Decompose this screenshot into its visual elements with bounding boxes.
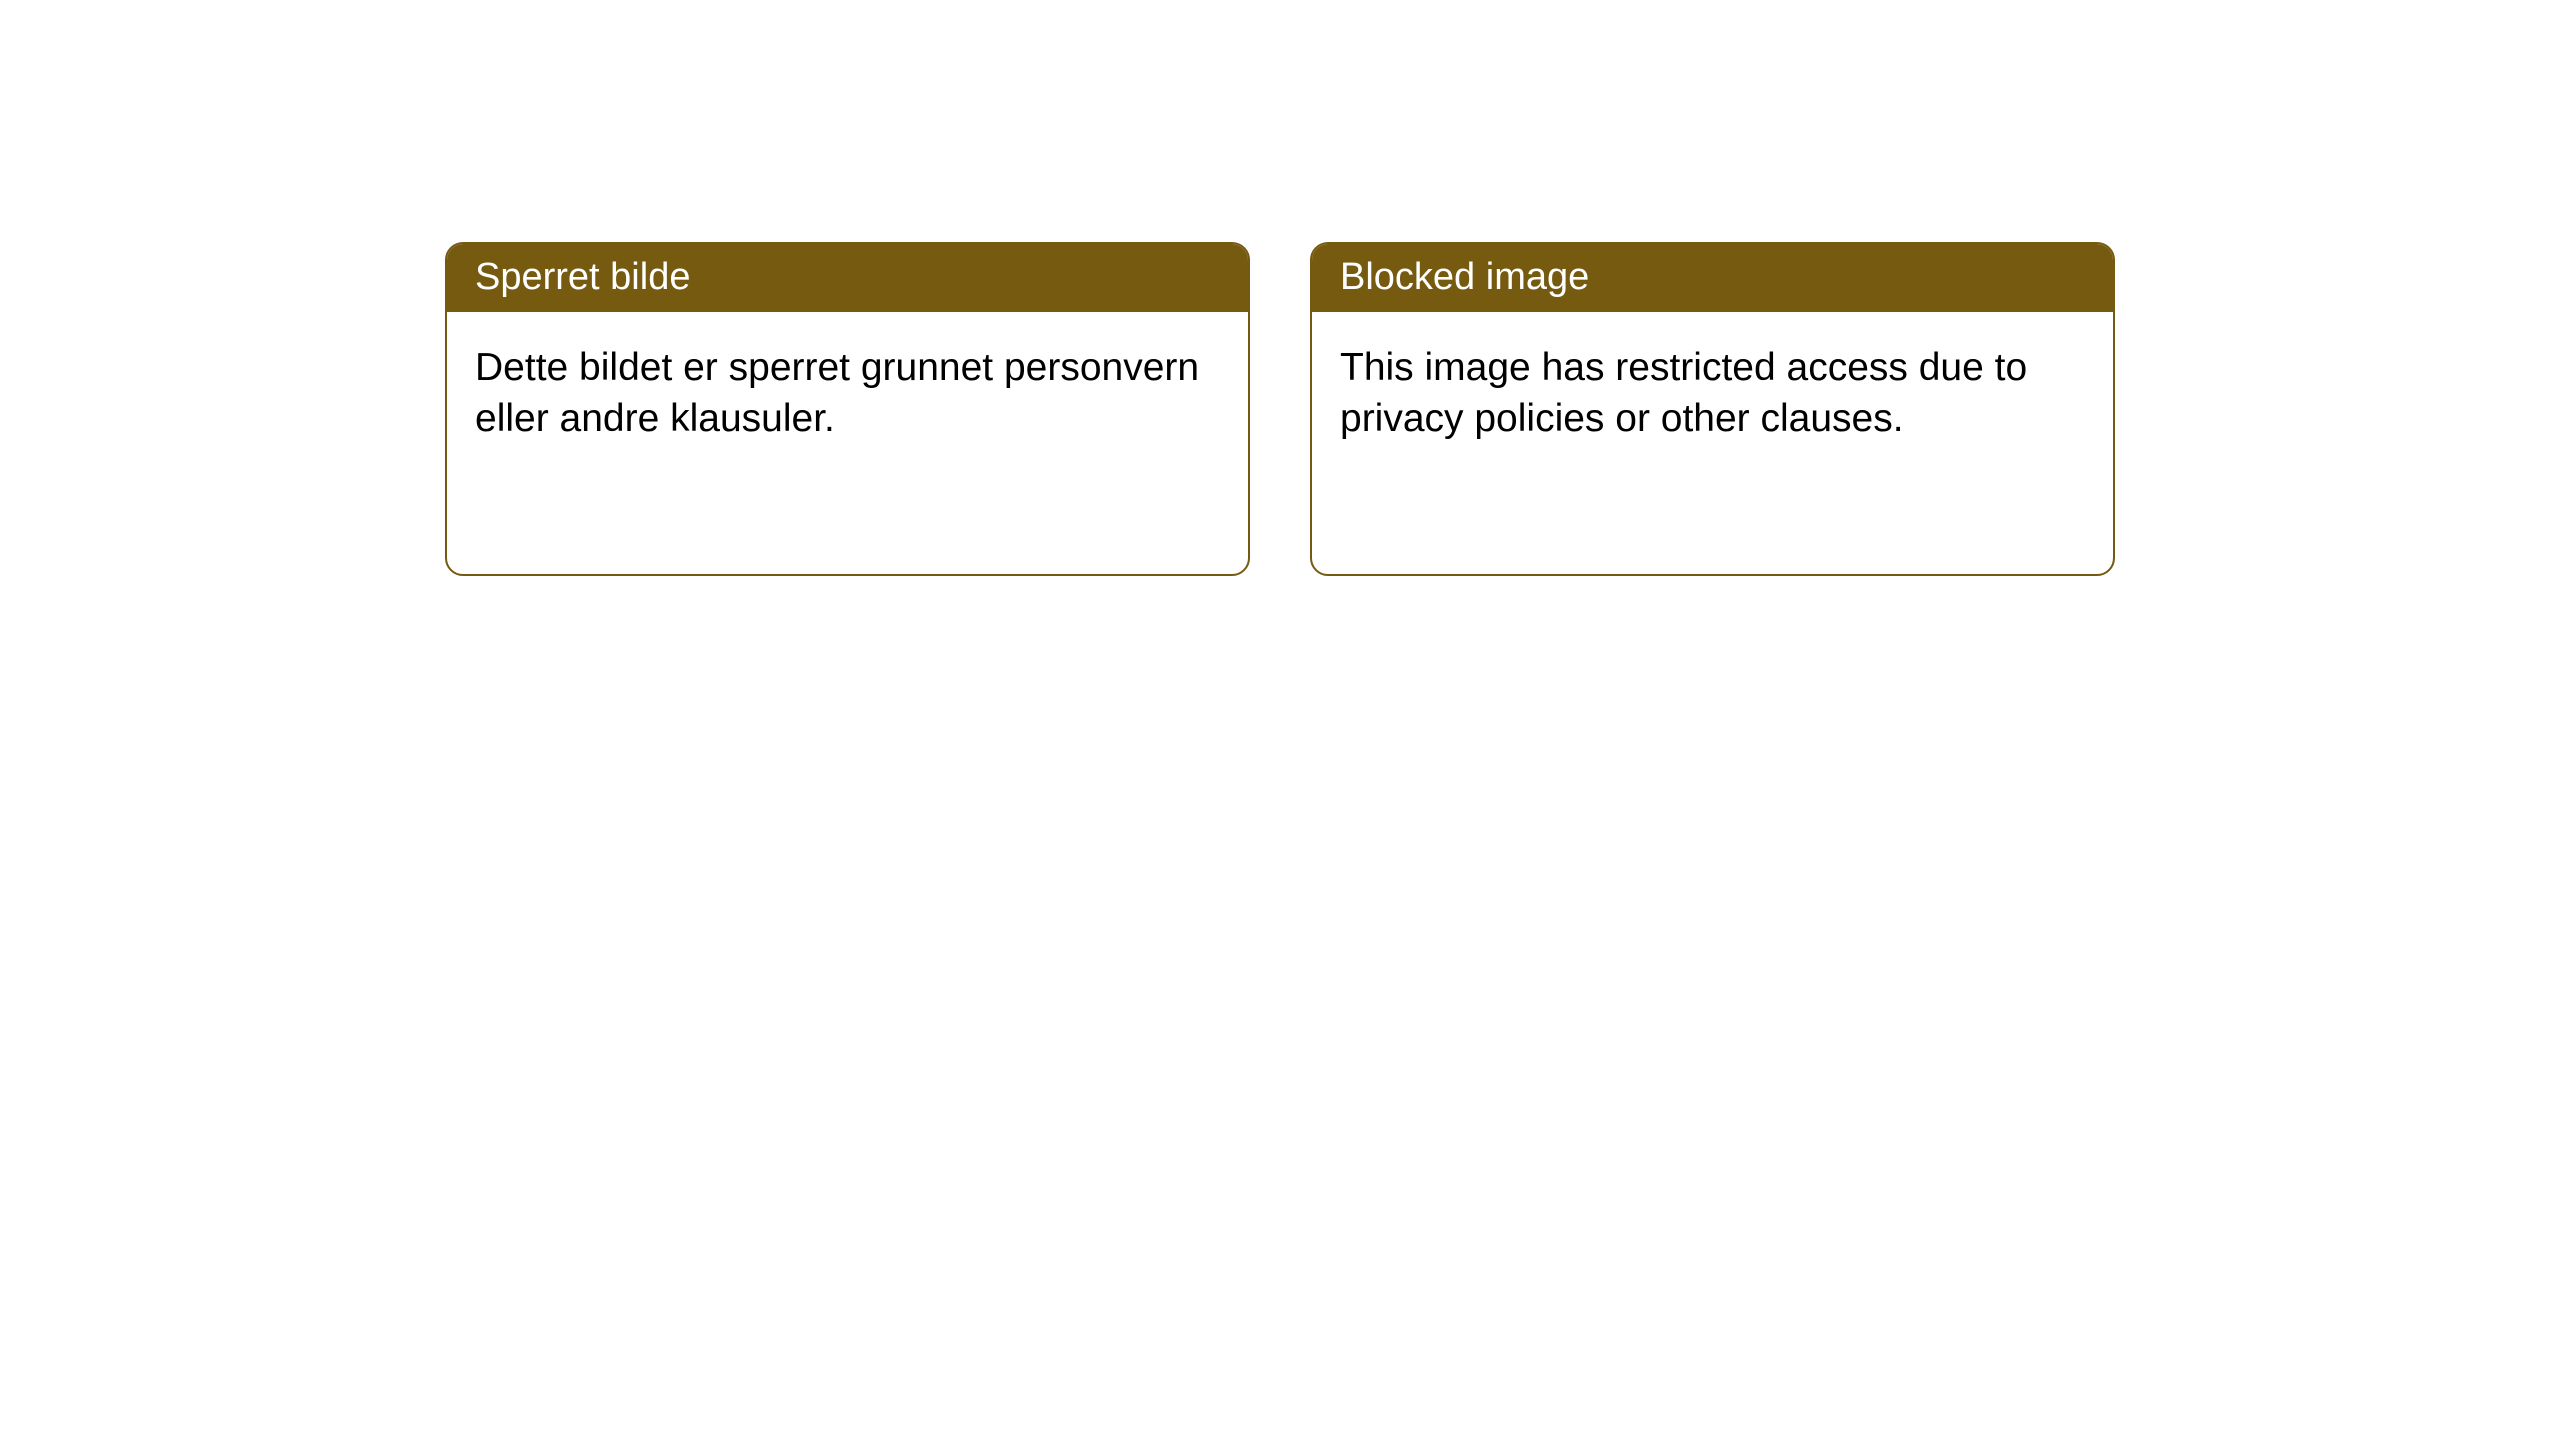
blocked-image-card-en: Blocked image This image has restricted … bbox=[1310, 242, 2115, 576]
card-body: Dette bildet er sperret grunnet personve… bbox=[447, 312, 1248, 574]
card-header: Blocked image bbox=[1312, 244, 2113, 312]
card-header: Sperret bilde bbox=[447, 244, 1248, 312]
card-title: Sperret bilde bbox=[475, 256, 690, 298]
blocked-image-card-no: Sperret bilde Dette bildet er sperret gr… bbox=[445, 242, 1250, 576]
card-container: Sperret bilde Dette bildet er sperret gr… bbox=[0, 0, 2560, 576]
card-body: This image has restricted access due to … bbox=[1312, 312, 2113, 574]
card-title: Blocked image bbox=[1340, 256, 1589, 298]
card-body-text: This image has restricted access due to … bbox=[1340, 346, 2027, 440]
card-body-text: Dette bildet er sperret grunnet personve… bbox=[475, 346, 1199, 440]
